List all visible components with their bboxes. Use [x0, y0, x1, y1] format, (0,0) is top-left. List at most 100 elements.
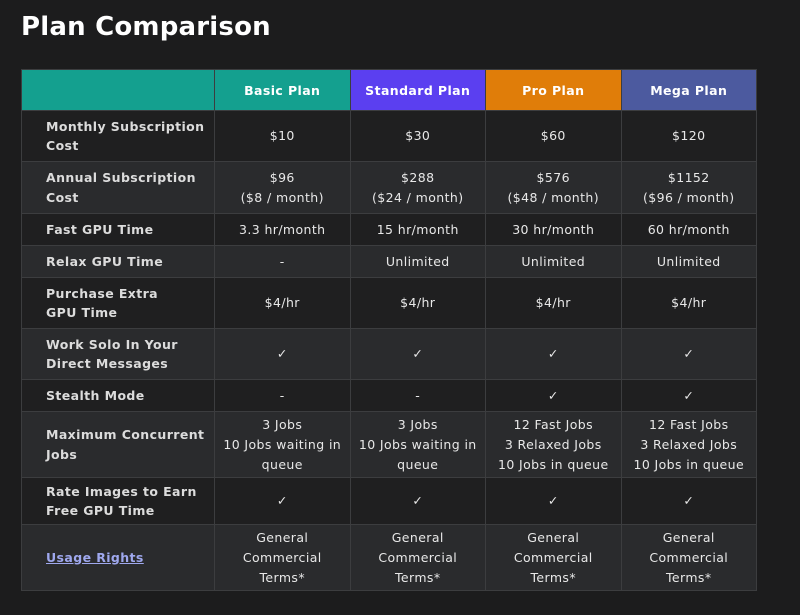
- cell-rights-standard: General Commercial Terms*: [349, 524, 486, 591]
- cell-solo-pro: ✓: [485, 328, 622, 380]
- cell-fast-pro: 30 hr/month: [485, 213, 622, 246]
- row-label-line: GPU Time: [46, 305, 118, 320]
- row-label-line: Stealth Mode: [46, 387, 145, 403]
- checkmark-icon: ✓: [412, 493, 424, 508]
- table-row-relax: Relax GPU Time - Unlimited Unlimited Unlimit…: [21, 245, 757, 278]
- cell-value-line: ($48 / month): [507, 189, 600, 205]
- cell-rate-pro: ✓: [485, 477, 622, 525]
- cell-concurrent-standard: 3 Jobs 10 Jobs waiting in queue: [349, 411, 486, 478]
- cell-rights-basic: General Commercial Terms*: [214, 524, 351, 591]
- cell-rate-basic: ✓: [214, 477, 351, 525]
- table-row-stealth: Stealth Mode - - ✓ ✓: [21, 379, 757, 412]
- row-label-rights: Usage Rights: [21, 524, 215, 591]
- row-label-line: Annual Subscription: [46, 170, 196, 185]
- header-basic-plan: Basic Plan: [214, 69, 351, 111]
- checkmark-icon: ✓: [547, 493, 559, 508]
- cell-value-line: 3 Jobs: [397, 416, 438, 432]
- cell-value-line: ($8 / month): [240, 189, 324, 205]
- table-row-annual: Annual Subscription Cost $96 ($8 / month) $2…: [21, 161, 757, 214]
- table-row-extra: Purchase Extra GPU Time $4/hr $4/hr $4/hr $4/…: [21, 277, 757, 329]
- cell-value-line: $576: [536, 169, 570, 185]
- cell-fast-mega: 60 hr/month: [620, 213, 757, 246]
- cell-value-line: queue: [261, 456, 303, 472]
- cell-stealth-basic: -: [214, 379, 351, 412]
- cell-value-line: $10: [269, 128, 295, 143]
- cell-stealth-pro: ✓: [485, 379, 622, 412]
- cell-value-line: General: [256, 529, 309, 545]
- cell-value-line: 3 Relaxed Jobs: [504, 436, 602, 452]
- cell-value-line: 12 Fast Jobs: [648, 416, 729, 432]
- cell-value-line: $4/hr: [400, 295, 436, 310]
- cell-relax-basic: -: [214, 245, 351, 278]
- cell-value-line: $4/hr: [535, 295, 571, 310]
- row-label-line[interactable]: Usage Rights: [46, 549, 144, 565]
- row-label-line: Monthly Subscription: [46, 118, 205, 134]
- row-label-solo: Work Solo In Your Direct Messages: [21, 328, 215, 380]
- cell-stealth-mega: ✓: [620, 379, 757, 412]
- row-label-line: Maximum Concurrent: [46, 427, 205, 442]
- checkmark-icon: ✓: [683, 387, 695, 403]
- plan-comparison-table: Basic Plan Standard Plan Pro Plan Mega P…: [21, 69, 757, 591]
- row-label-line: Jobs: [46, 446, 78, 462]
- cell-annual-mega: $1152 ($96 / month): [620, 161, 757, 214]
- cell-value-line: 3 Jobs: [262, 416, 303, 432]
- header-mega-plan: Mega Plan: [620, 69, 757, 111]
- row-label-line: Rate Images to Earn: [46, 483, 197, 499]
- table-row-cost: Monthly Subscription Cost $10 $30 $60 $120: [21, 110, 757, 162]
- header-standard-plan: Standard Plan: [349, 69, 486, 111]
- table-body: Monthly Subscription Cost $10 $30 $60 $120 Ann…: [21, 110, 757, 591]
- page-title: Plan Comparison: [21, 12, 271, 42]
- cell-value-line: Terms*: [395, 569, 441, 585]
- checkmark-icon: ✓: [547, 346, 559, 361]
- cell-value-line: 15 hr/month: [376, 221, 459, 237]
- cell-value-line: $96: [269, 169, 295, 185]
- cell-cost-basic: $10: [214, 110, 351, 162]
- cell-concurrent-mega: 12 Fast Jobs 3 Relaxed Jobs 10 Jobs in que…: [620, 411, 757, 478]
- checkmark-icon: ✓: [276, 493, 288, 508]
- header-pro-plan: Pro Plan: [485, 69, 622, 111]
- cell-value-line: 10 Jobs waiting in: [223, 436, 342, 452]
- row-label-concurrent: Maximum Concurrent Jobs: [21, 411, 215, 478]
- cell-extra-pro: $4/hr: [485, 277, 622, 329]
- cell-fast-standard: 15 hr/month: [349, 213, 486, 246]
- usage-rights-link[interactable]: Usage Rights: [46, 548, 208, 568]
- cell-cost-standard: $30: [349, 110, 486, 162]
- row-label-relax: Relax GPU Time: [21, 245, 215, 278]
- cell-value-line: ($96 / month): [642, 189, 735, 205]
- row-label-line: Cost: [46, 189, 79, 205]
- checkmark-icon: ✓: [683, 493, 695, 508]
- cell-value-line: Unlimited: [656, 253, 721, 269]
- table-header-row: Basic Plan Standard Plan Pro Plan Mega P…: [21, 69, 757, 111]
- cell-value-line: 3 Relaxed Jobs: [640, 436, 738, 452]
- cell-stealth-standard: -: [349, 379, 486, 412]
- row-label-stealth: Stealth Mode: [21, 379, 215, 412]
- cell-concurrent-basic: 3 Jobs 10 Jobs waiting in queue: [214, 411, 351, 478]
- row-label-cost: Monthly Subscription Cost: [21, 110, 215, 162]
- cell-rights-mega: General Commercial Terms*: [620, 524, 757, 591]
- cell-value-line: Unlimited: [521, 253, 586, 269]
- checkmark-icon: ✓: [412, 346, 424, 361]
- cell-cost-pro: $60: [485, 110, 622, 162]
- cell-value-line: General: [391, 529, 444, 545]
- cell-extra-basic: $4/hr: [214, 277, 351, 329]
- checkmark-icon: ✓: [547, 387, 559, 403]
- row-label-line: Free GPU Time: [46, 503, 155, 518]
- cell-rate-standard: ✓: [349, 477, 486, 525]
- row-label-line: Fast GPU Time: [46, 221, 154, 237]
- cell-value-line: $30: [405, 128, 431, 143]
- cell-annual-pro: $576 ($48 / month): [485, 161, 622, 214]
- row-label-line: Cost: [46, 138, 79, 153]
- cell-value-line: General: [662, 529, 715, 545]
- cell-rights-pro: General Commercial Terms*: [485, 524, 622, 591]
- cell-rate-mega: ✓: [620, 477, 757, 525]
- cell-value-line: 30 hr/month: [512, 221, 595, 237]
- cell-value-line: Commercial: [513, 549, 593, 565]
- cell-value-line: 10 Jobs in queue: [497, 456, 609, 472]
- row-label-fast: Fast GPU Time: [21, 213, 215, 246]
- cell-value-line: queue: [397, 456, 439, 472]
- row-label-extra: Purchase Extra GPU Time: [21, 277, 215, 329]
- cell-value-line: -: [279, 253, 285, 269]
- table-row-rate: Rate Images to Earn Free GPU Time ✓ ✓ ✓ ✓: [21, 477, 757, 525]
- table-row-solo: Work Solo In Your Direct Messages ✓ ✓ ✓ ✓: [21, 328, 757, 380]
- table-row-rights: Usage Rights General Commercial Terms* Gener…: [21, 524, 757, 591]
